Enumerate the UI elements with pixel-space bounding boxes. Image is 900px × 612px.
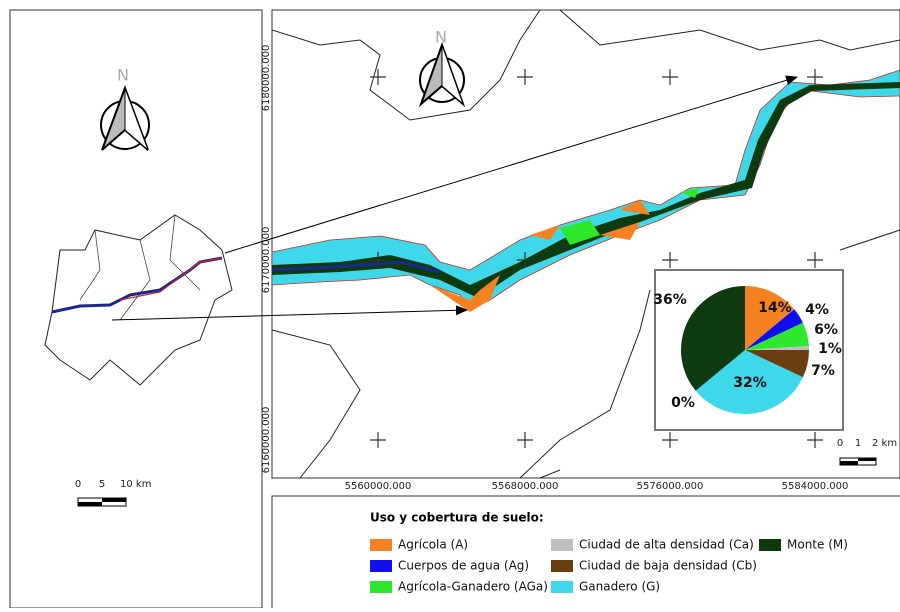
legend-swatch bbox=[370, 539, 392, 551]
pie-chart: 14% 4% 6% 1% 7% 32% 0% 36% bbox=[653, 286, 842, 414]
legend: Agrícola (A) Cuerpos de agua (Ag) Agrícola… bbox=[370, 538, 848, 594]
pie-label: 32% bbox=[733, 375, 767, 391]
scale-bar bbox=[839, 457, 877, 466]
north-label: N bbox=[117, 66, 129, 85]
north-arrow bbox=[100, 85, 150, 151]
pie-slice bbox=[745, 350, 809, 378]
scale-label: 5 bbox=[99, 479, 105, 490]
scale-label: 2 km bbox=[872, 438, 897, 449]
x-coord: 5584000.000 bbox=[782, 481, 849, 492]
land-use bbox=[560, 188, 700, 245]
scale-label: 10 km bbox=[120, 479, 151, 490]
pie-slice bbox=[745, 322, 809, 350]
pie-label: 14% bbox=[758, 300, 792, 316]
pie-label: 6% bbox=[814, 322, 838, 338]
basin-outline bbox=[44, 214, 233, 386]
north-label: N bbox=[435, 28, 447, 47]
legend-label: Agrícola-Ganadero (AGa) bbox=[398, 580, 548, 594]
legend-title: Uso y cobertura de suelo: bbox=[370, 511, 544, 525]
pie-label: 7% bbox=[811, 363, 835, 379]
legend-swatch bbox=[370, 560, 392, 572]
zoom-arrow bbox=[111, 305, 468, 321]
y-coord: 6160000.000 bbox=[261, 407, 272, 474]
legend-label: Ciudad de baja densidad (Cb) bbox=[579, 559, 757, 573]
pie-label: 1% bbox=[818, 341, 842, 357]
scale-label: 0 bbox=[75, 479, 81, 490]
river-red bbox=[119, 257, 223, 301]
pie-slice bbox=[695, 350, 803, 414]
pie-slice bbox=[745, 309, 803, 350]
zoom-arrow bbox=[224, 75, 798, 254]
graticule bbox=[370, 69, 823, 448]
legend-label: Cuerpos de agua (Ag) bbox=[398, 559, 529, 573]
legend-label: Agrícola (A) bbox=[398, 538, 468, 552]
scale-label: 1 bbox=[855, 438, 861, 449]
y-coord: 6180000.000 bbox=[261, 45, 272, 112]
x-coord: 5568000.000 bbox=[492, 481, 559, 492]
legend-swatch bbox=[551, 581, 573, 593]
legend-swatch bbox=[551, 539, 573, 551]
pie-slice bbox=[681, 286, 745, 391]
x-coord: 5560000.000 bbox=[345, 481, 412, 492]
scale-bar bbox=[77, 497, 127, 507]
land-use bbox=[430, 200, 650, 312]
legend-label: Ciudad de alta densidad (Ca) bbox=[579, 538, 754, 552]
north-arrow bbox=[418, 42, 466, 108]
pie-label: 36% bbox=[653, 292, 687, 308]
contour bbox=[272, 229, 900, 478]
scale-label: 0 bbox=[837, 438, 843, 449]
legend-label: Monte (M) bbox=[787, 538, 848, 552]
pie-slice bbox=[745, 286, 795, 350]
main-map: N 14% 4% 6% 1% 7% 32% 0% 36% 0 1 2 km bbox=[272, 10, 900, 478]
subbasins bbox=[79, 214, 201, 321]
legend-swatch bbox=[551, 560, 573, 572]
y-coord: 6170000.000 bbox=[261, 227, 272, 294]
pie-label: 0% bbox=[671, 395, 695, 411]
legend-swatch bbox=[370, 581, 392, 593]
legend-swatch bbox=[759, 539, 781, 551]
legend-label: Ganadero (G) bbox=[579, 580, 660, 594]
contour bbox=[272, 10, 900, 121]
pie-slice bbox=[745, 345, 809, 350]
river bbox=[272, 260, 441, 274]
pie-label: 4% bbox=[805, 302, 829, 318]
x-coord: 5576000.000 bbox=[637, 481, 704, 492]
